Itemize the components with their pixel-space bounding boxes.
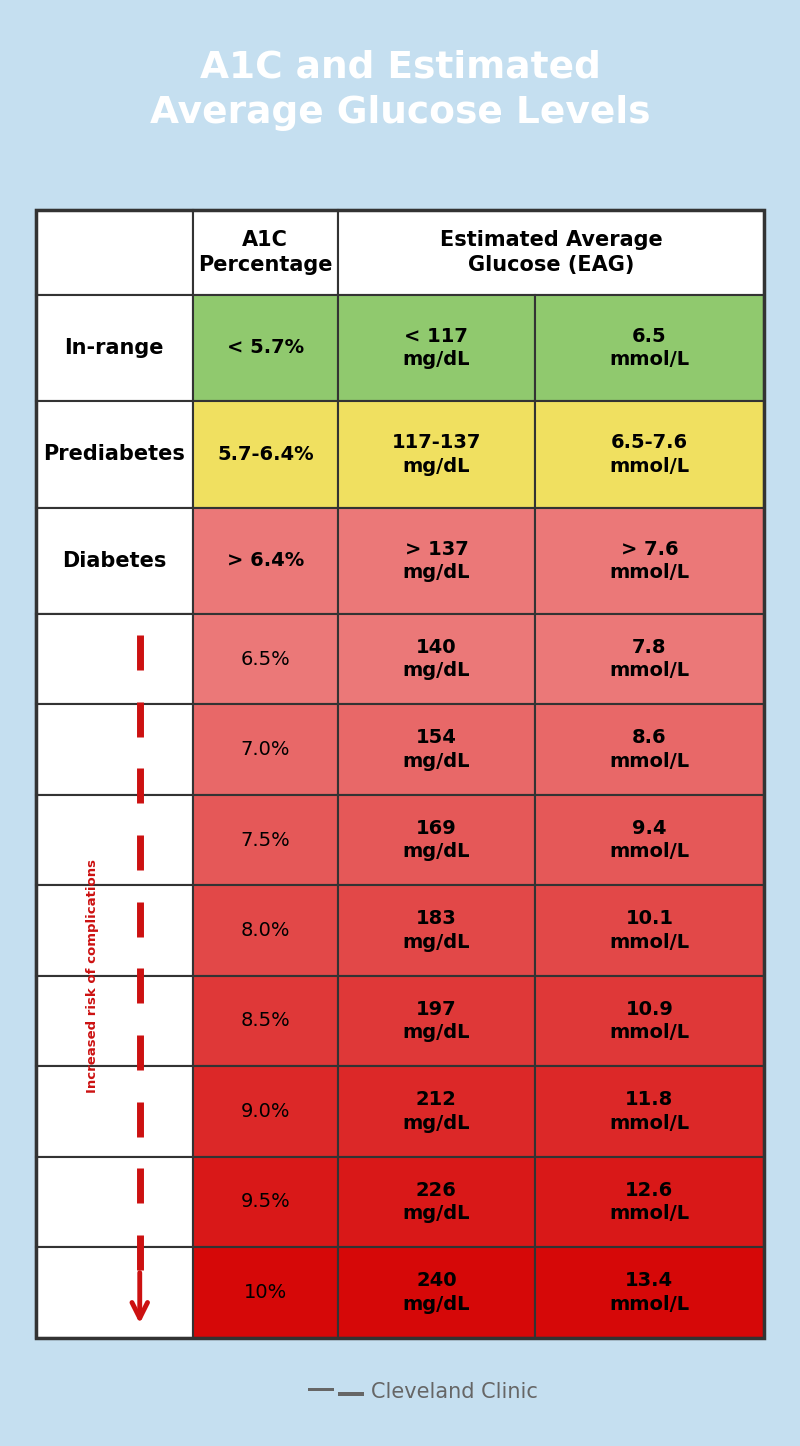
Text: 9.5%: 9.5% <box>241 1193 290 1212</box>
Text: Estimated Average
Glucose (EAG): Estimated Average Glucose (EAG) <box>440 230 662 275</box>
Text: < 117
mg/dL: < 117 mg/dL <box>402 327 470 369</box>
Bar <box>193 976 338 1066</box>
Text: 7.8
mmol/L: 7.8 mmol/L <box>610 638 690 681</box>
Text: 6.5%: 6.5% <box>241 649 290 668</box>
Text: Prediabetes: Prediabetes <box>43 444 185 464</box>
Bar <box>36 704 193 795</box>
Text: Increased risk of complications: Increased risk of complications <box>86 859 99 1093</box>
Bar <box>193 1157 338 1246</box>
Bar <box>534 401 764 508</box>
Bar <box>36 615 193 704</box>
Bar <box>338 1066 534 1157</box>
Text: 183
mg/dL: 183 mg/dL <box>402 910 470 951</box>
Bar <box>36 1246 193 1338</box>
Bar <box>36 976 193 1066</box>
Bar <box>338 295 534 401</box>
Text: 240
mg/dL: 240 mg/dL <box>402 1271 470 1313</box>
Bar <box>534 704 764 795</box>
Bar <box>193 704 338 795</box>
Text: 7.5%: 7.5% <box>241 830 290 850</box>
Bar <box>338 1157 534 1246</box>
Text: > 137
mg/dL: > 137 mg/dL <box>402 539 470 583</box>
Bar <box>338 795 534 885</box>
Bar <box>193 210 338 295</box>
Text: 5.7-6.4%: 5.7-6.4% <box>217 445 314 464</box>
Bar <box>36 401 193 508</box>
Text: Cleveland Clinic: Cleveland Clinic <box>371 1382 538 1401</box>
Bar <box>308 1388 334 1391</box>
Text: 8.5%: 8.5% <box>241 1012 290 1031</box>
Text: 140
mg/dL: 140 mg/dL <box>402 638 470 681</box>
Text: 6.5-7.6
mmol/L: 6.5-7.6 mmol/L <box>610 434 690 476</box>
Bar <box>534 1066 764 1157</box>
Bar <box>534 976 764 1066</box>
Bar <box>36 1066 193 1157</box>
Bar <box>534 295 764 401</box>
Text: 10%: 10% <box>244 1283 287 1301</box>
Text: 226
mg/dL: 226 mg/dL <box>402 1180 470 1223</box>
Bar <box>338 615 534 704</box>
Bar <box>193 401 338 508</box>
Bar <box>36 885 193 976</box>
Bar <box>36 295 193 401</box>
Bar <box>193 615 338 704</box>
Bar <box>534 615 764 704</box>
Bar <box>534 1246 764 1338</box>
Bar <box>36 1157 193 1246</box>
Text: 212
mg/dL: 212 mg/dL <box>402 1090 470 1132</box>
Text: 7.0%: 7.0% <box>241 740 290 759</box>
Text: 10.9
mmol/L: 10.9 mmol/L <box>610 999 690 1043</box>
Bar <box>338 885 534 976</box>
Bar <box>338 1246 534 1338</box>
Text: 154
mg/dL: 154 mg/dL <box>402 729 470 771</box>
Text: 9.0%: 9.0% <box>241 1102 290 1121</box>
Bar <box>36 795 193 885</box>
Text: 8.0%: 8.0% <box>241 921 290 940</box>
Bar <box>193 508 338 615</box>
Bar <box>338 401 534 508</box>
Bar <box>36 210 193 295</box>
Bar <box>193 295 338 401</box>
Text: 11.8
mmol/L: 11.8 mmol/L <box>610 1090 690 1132</box>
Bar <box>534 795 764 885</box>
Text: 8.6
mmol/L: 8.6 mmol/L <box>610 729 690 771</box>
Text: A1C and Estimated
Average Glucose Levels: A1C and Estimated Average Glucose Levels <box>150 49 650 132</box>
Text: 9.4
mmol/L: 9.4 mmol/L <box>610 818 690 862</box>
Bar <box>338 508 534 615</box>
Bar <box>193 1246 338 1338</box>
Text: 13.4
mmol/L: 13.4 mmol/L <box>610 1271 690 1313</box>
Bar <box>36 508 193 615</box>
Bar <box>338 1392 364 1395</box>
Text: 6.5
mmol/L: 6.5 mmol/L <box>610 327 690 369</box>
Text: A1C
Percentage: A1C Percentage <box>198 230 333 275</box>
Bar <box>338 210 764 295</box>
Bar <box>193 1066 338 1157</box>
Bar <box>534 508 764 615</box>
Text: In-range: In-range <box>65 338 164 359</box>
Text: < 5.7%: < 5.7% <box>226 338 304 357</box>
Bar <box>193 795 338 885</box>
Text: > 6.4%: > 6.4% <box>226 551 304 570</box>
Text: 10.1
mmol/L: 10.1 mmol/L <box>610 910 690 951</box>
Bar <box>534 885 764 976</box>
Text: > 7.6
mmol/L: > 7.6 mmol/L <box>610 539 690 583</box>
Text: 117-137
mg/dL: 117-137 mg/dL <box>392 434 481 476</box>
Text: 12.6
mmol/L: 12.6 mmol/L <box>610 1180 690 1223</box>
Text: Diabetes: Diabetes <box>62 551 166 571</box>
Text: 197
mg/dL: 197 mg/dL <box>402 999 470 1043</box>
Bar <box>193 885 338 976</box>
Bar <box>338 704 534 795</box>
Bar <box>36 615 193 1338</box>
Bar <box>338 976 534 1066</box>
Bar <box>534 1157 764 1246</box>
Text: 169
mg/dL: 169 mg/dL <box>402 818 470 862</box>
